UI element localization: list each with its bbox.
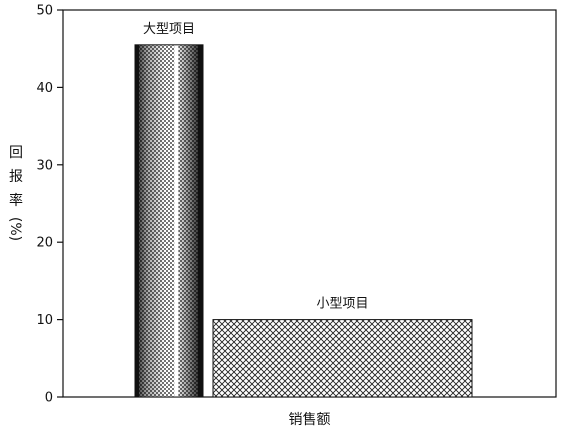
bar-large-project-highlight (174, 44, 179, 398)
y-axis-title-part: 回 (9, 145, 23, 161)
bar-large-project-edge (198, 44, 203, 398)
y-tick-label: 30 (36, 158, 53, 173)
y-axis-title-part: 率 (9, 192, 23, 209)
y-axis-title-part: 报 (9, 169, 23, 185)
bar-label-small-project: 小型项目 (316, 297, 368, 312)
bar-label-large-project: 大型项目 (143, 22, 195, 37)
y-tick-label: 40 (36, 81, 53, 96)
x-axis-title: 销售额 (289, 412, 331, 428)
y-tick-label: 50 (36, 4, 53, 19)
y-tick-label: 20 (36, 236, 53, 251)
y-tick-label: 0 (45, 391, 53, 406)
bar-large-project (134, 44, 204, 398)
bar-small-project (212, 319, 473, 398)
bar-large-project-edge (135, 44, 139, 398)
y-axis: 0 10 20 30 40 50 (36, 4, 63, 406)
y-axis-title: 回报率 (%) (7, 145, 23, 241)
y-axis-title-part: (%) (7, 217, 23, 241)
y-tick-label: 10 (36, 313, 53, 328)
bars (134, 44, 473, 398)
bar-large-project-shading (135, 44, 203, 398)
bar-large-project-outline (134, 44, 204, 398)
